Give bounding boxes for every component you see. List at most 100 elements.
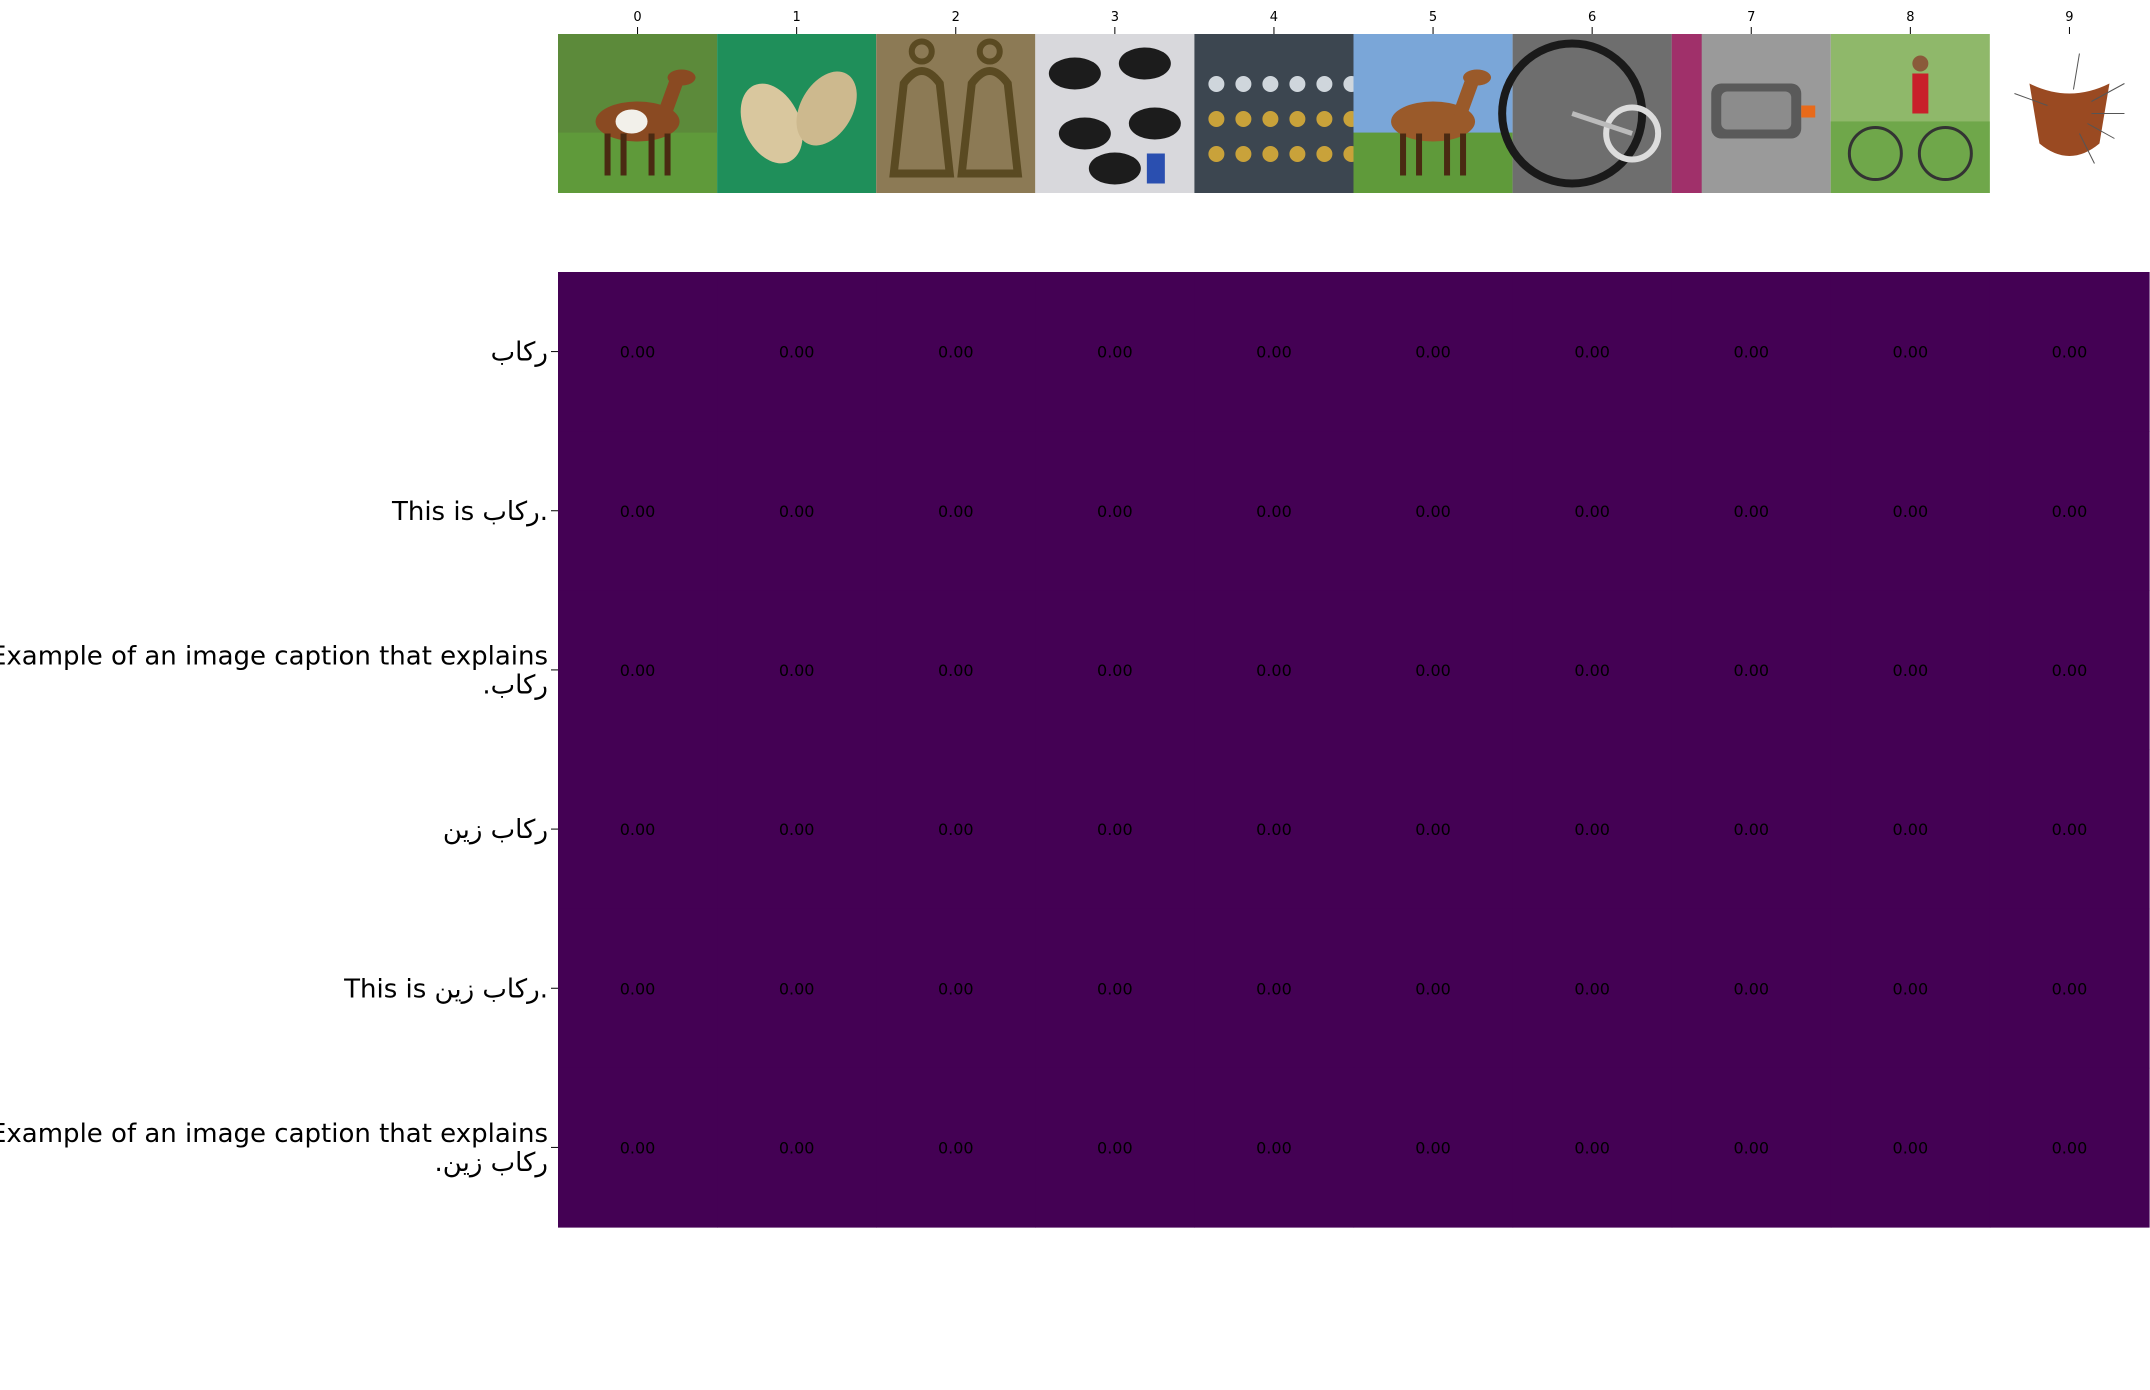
stirrup-ring <box>908 38 935 65</box>
cell-value-label: 0.00 <box>1733 502 1769 521</box>
saddle-diagram <box>1989 34 2149 193</box>
y-tick-label: ركاب <box>491 338 548 368</box>
y-tick-label: This is ركاب. <box>391 497 548 527</box>
saddle <box>1128 107 1181 140</box>
heatmap-cell <box>558 590 718 751</box>
horse-leg <box>1444 133 1451 176</box>
jewelry-item <box>1235 76 1252 92</box>
x-tick-label: 3 <box>1111 10 1119 25</box>
cell-value-label: 0.00 <box>620 343 656 362</box>
cell-value-label: 0.00 <box>779 343 815 362</box>
cell-value-label: 0.00 <box>2052 820 2088 839</box>
heatmap-cell <box>1671 272 1832 432</box>
cell-value-label: 0.00 <box>620 1138 656 1157</box>
heatmap-cell <box>876 1067 1036 1228</box>
grass <box>1830 121 1990 193</box>
diagram-leader-line <box>2014 93 2048 106</box>
heatmap-cell <box>876 431 1036 591</box>
cell-value-label: 0.00 <box>1097 1138 1133 1157</box>
cell-value-label: 0.00 <box>938 979 974 998</box>
heatmap-cell <box>1512 908 1673 1069</box>
cyclist-photo <box>1830 34 1990 193</box>
cell-value-label: 0.00 <box>779 661 815 680</box>
x-tick-label: 8 <box>1906 10 1914 25</box>
heatmap-cell <box>1035 272 1195 432</box>
cell-value-label: 0.00 <box>2052 502 2088 521</box>
heatmap-cell <box>1671 1067 1832 1228</box>
cell-value-label: 0.00 <box>1574 343 1610 362</box>
heatmap-cell <box>876 749 1036 910</box>
cell-value-label: 0.00 <box>1893 661 1929 680</box>
horse-standing-photo <box>1353 34 1513 193</box>
cell-value-label: 0.00 <box>620 502 656 521</box>
horse-leg <box>1416 133 1423 176</box>
cell-value-label: 0.00 <box>2052 1138 2088 1157</box>
cell-value-label: 0.00 <box>779 979 815 998</box>
cell-value-label: 0.00 <box>1574 979 1610 998</box>
grass <box>558 132 718 193</box>
stirrup <box>889 67 955 178</box>
jewelry-item <box>1262 76 1279 92</box>
horse-neck <box>1452 76 1480 119</box>
cell-value-label: 0.00 <box>1574 502 1610 521</box>
x-tick-label: 6 <box>1588 10 1596 25</box>
diagram-leader-line <box>2079 133 2095 164</box>
heatmap-cell <box>1671 590 1832 751</box>
rider-torso <box>1912 73 1929 114</box>
cell-value-label: 0.00 <box>1256 661 1292 680</box>
heatmap-cell <box>1989 431 2150 591</box>
heatmap-cell <box>1035 431 1195 591</box>
heatmap-cell <box>717 590 877 751</box>
cell-value-label: 0.00 <box>1733 343 1769 362</box>
cell-value-label: 0.00 <box>1733 979 1769 998</box>
leather-slippers-photo <box>717 34 877 193</box>
cell-value-label: 0.00 <box>1256 979 1292 998</box>
slipper <box>796 71 857 146</box>
heatmap-cell <box>1512 590 1673 751</box>
saddle-tag <box>1146 153 1165 184</box>
jewelry-item <box>1208 76 1225 92</box>
horse-leg <box>664 133 671 176</box>
heatmap-cell <box>1989 1067 2150 1228</box>
heatmap-cell <box>1194 431 1355 591</box>
heatmap-cell <box>1830 431 1991 591</box>
cell-value-label: 0.00 <box>1415 820 1451 839</box>
heatmap-cell <box>1671 908 1832 1069</box>
heatmap-cell <box>1353 431 1514 591</box>
cell-value-label: 0.00 <box>2052 661 2088 680</box>
wheel-rim <box>1498 39 1647 188</box>
cell-value-label: 0.00 <box>1893 1138 1929 1157</box>
heatmap-cell <box>1989 749 2150 910</box>
pedal-platform <box>1721 91 1792 130</box>
cell-value-label: 0.00 <box>1097 343 1133 362</box>
horse-head <box>667 69 696 86</box>
cell-value-label: 0.00 <box>1893 979 1929 998</box>
cell-value-label: 0.00 <box>1256 502 1292 521</box>
saddle <box>1118 47 1171 80</box>
heatmap-cell <box>876 908 1036 1069</box>
heatmap-cell <box>1353 272 1514 432</box>
cell-value-label: 0.00 <box>1097 661 1133 680</box>
diagram-leader-line <box>2091 83 2125 102</box>
heatmap-cell <box>876 272 1036 432</box>
cell-value-label: 0.00 <box>1415 343 1451 362</box>
heatmap-cell <box>1353 590 1514 751</box>
heatmap-cell <box>558 1067 718 1228</box>
heatmap-cell <box>717 908 877 1069</box>
x-tick-label: 7 <box>1747 10 1755 25</box>
jewelry-item <box>1262 111 1279 127</box>
saddle <box>1048 57 1101 90</box>
heatmap-cell <box>558 908 718 1069</box>
heatmap-cell <box>717 431 877 591</box>
cell-value-label: 0.00 <box>1415 502 1451 521</box>
diagram-leader-line <box>2072 53 2080 90</box>
y-tick-label: Example of an image caption that explain… <box>0 641 548 700</box>
diagram-leader-line <box>2087 123 2115 139</box>
horse-running-photo <box>558 34 718 193</box>
jewelry-item <box>1289 76 1306 92</box>
heatmap-cell <box>1035 1067 1195 1228</box>
heatmap-cell <box>1830 749 1991 910</box>
heatmap-cell <box>1989 272 2150 432</box>
heatmap-cell <box>1035 749 1195 910</box>
